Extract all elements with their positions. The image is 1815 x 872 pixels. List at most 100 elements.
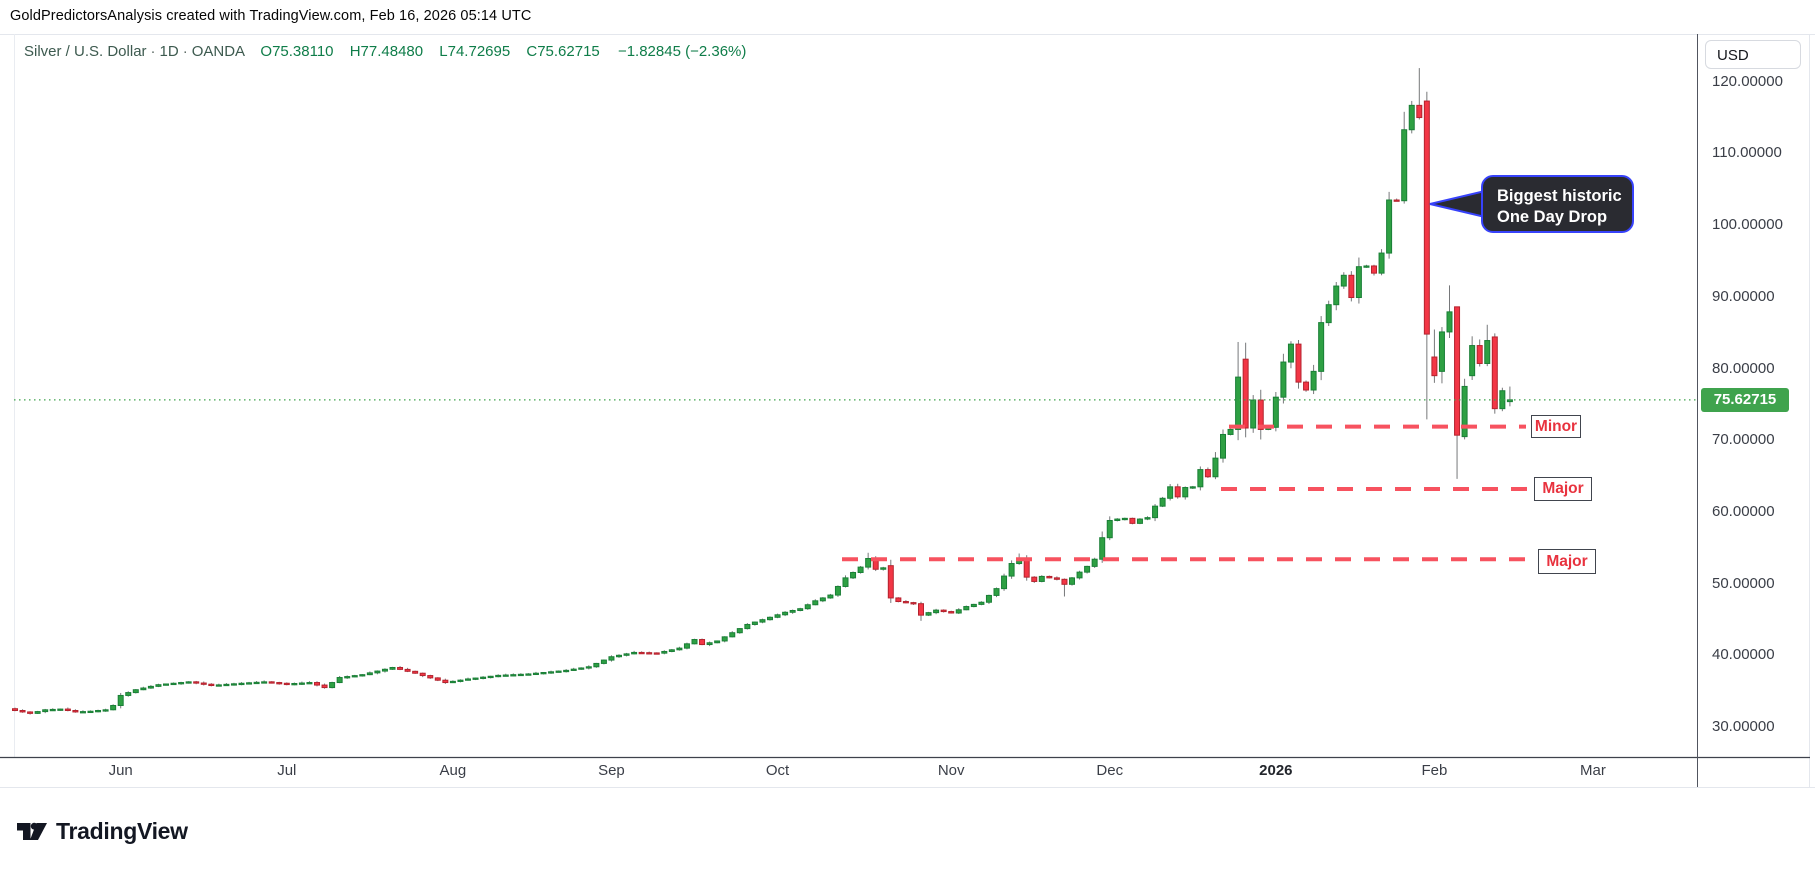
candle[interactable] xyxy=(1333,285,1340,306)
candle[interactable] xyxy=(585,666,592,669)
candle[interactable] xyxy=(819,597,826,602)
candle[interactable] xyxy=(457,679,464,682)
candle[interactable] xyxy=(1325,304,1332,324)
candle[interactable] xyxy=(1053,577,1060,580)
candle[interactable] xyxy=(1174,486,1181,498)
candle[interactable] xyxy=(751,621,758,625)
candle[interactable] xyxy=(12,708,18,712)
candle[interactable] xyxy=(1438,331,1445,372)
candle[interactable] xyxy=(117,694,124,706)
candle[interactable] xyxy=(1076,571,1083,579)
candle[interactable] xyxy=(442,679,449,684)
interval-label[interactable]: 1D xyxy=(159,43,179,60)
candle[interactable] xyxy=(1227,428,1234,435)
candle[interactable] xyxy=(510,674,517,677)
candle[interactable] xyxy=(661,650,668,654)
candle[interactable] xyxy=(570,668,577,671)
candle[interactable] xyxy=(230,683,237,686)
candle[interactable] xyxy=(427,675,434,679)
candle[interactable] xyxy=(623,653,630,656)
candle[interactable] xyxy=(600,659,607,664)
candle[interactable] xyxy=(744,623,751,630)
candle[interactable] xyxy=(1303,381,1310,391)
level-label-minor[interactable]: Minor xyxy=(1531,415,1581,438)
candle[interactable] xyxy=(193,681,200,684)
candle[interactable] xyxy=(1454,306,1461,436)
candle[interactable] xyxy=(1129,517,1136,524)
candle[interactable] xyxy=(1348,274,1355,299)
candle[interactable] xyxy=(147,685,154,689)
candle[interactable] xyxy=(963,606,970,611)
candles-layer[interactable] xyxy=(12,68,1513,715)
candle[interactable] xyxy=(344,676,351,679)
candle[interactable] xyxy=(578,667,585,670)
candle[interactable] xyxy=(985,594,992,603)
support-levels-layer[interactable] xyxy=(842,424,1531,562)
candle[interactable] xyxy=(1106,520,1113,539)
candle[interactable] xyxy=(19,710,26,713)
candle[interactable] xyxy=(827,594,834,599)
candle[interactable] xyxy=(72,710,79,713)
candle[interactable] xyxy=(1310,370,1317,391)
candle[interactable] xyxy=(140,687,147,691)
candle[interactable] xyxy=(676,647,683,651)
candle[interactable] xyxy=(268,681,275,684)
candle[interactable] xyxy=(79,711,86,714)
candle[interactable] xyxy=(1023,558,1030,578)
candle[interactable] xyxy=(253,681,260,685)
candle[interactable] xyxy=(110,704,117,711)
candle[interactable] xyxy=(283,682,290,686)
candle[interactable] xyxy=(1416,104,1423,119)
candle[interactable] xyxy=(1393,199,1400,202)
candle[interactable] xyxy=(850,571,857,579)
candle[interactable] xyxy=(472,677,479,680)
candle[interactable] xyxy=(495,674,502,678)
candle[interactable] xyxy=(1446,311,1453,333)
candle[interactable] xyxy=(306,682,313,685)
candle[interactable] xyxy=(1371,265,1377,274)
candle[interactable] xyxy=(155,684,162,687)
candle[interactable] xyxy=(1401,129,1408,202)
candle[interactable] xyxy=(789,609,796,613)
candle[interactable] xyxy=(812,600,819,606)
candle[interactable] xyxy=(653,652,660,655)
candle[interactable] xyxy=(1152,505,1159,519)
candle[interactable] xyxy=(185,681,192,684)
candle[interactable] xyxy=(767,616,773,621)
candle[interactable] xyxy=(1212,457,1219,478)
candle[interactable] xyxy=(170,682,177,686)
candle[interactable] xyxy=(1197,469,1204,488)
candle[interactable] xyxy=(480,676,487,679)
candle[interactable] xyxy=(1091,558,1098,567)
candle[interactable] xyxy=(1084,565,1091,573)
candle[interactable] xyxy=(1121,517,1128,521)
candle[interactable] xyxy=(1491,336,1498,410)
candle[interactable] xyxy=(993,588,1000,596)
candle[interactable] xyxy=(389,666,396,670)
candle[interactable] xyxy=(834,585,841,596)
candle[interactable] xyxy=(525,673,532,676)
candle[interactable] xyxy=(691,639,698,645)
candle[interactable] xyxy=(95,710,102,713)
candle[interactable] xyxy=(298,682,305,685)
candle[interactable] xyxy=(925,612,932,616)
candle[interactable] xyxy=(1204,469,1211,478)
candle[interactable] xyxy=(1001,575,1008,590)
candle[interactable] xyxy=(1069,577,1075,585)
candle[interactable] xyxy=(487,675,494,679)
candle[interactable] xyxy=(1484,340,1491,364)
candle[interactable] xyxy=(1242,358,1249,429)
candle[interactable] xyxy=(465,678,471,681)
level-label-major-1[interactable]: Major xyxy=(1534,477,1592,501)
candle[interactable] xyxy=(132,689,139,694)
candle[interactable] xyxy=(49,708,56,712)
candle[interactable] xyxy=(412,670,419,674)
candle[interactable] xyxy=(532,672,539,676)
candle[interactable] xyxy=(374,670,381,674)
candle[interactable] xyxy=(1423,100,1430,335)
candle[interactable] xyxy=(887,565,894,599)
candle[interactable] xyxy=(1008,563,1015,577)
candle[interactable] xyxy=(1469,345,1476,377)
candle[interactable] xyxy=(721,636,728,642)
candle[interactable] xyxy=(902,601,909,604)
